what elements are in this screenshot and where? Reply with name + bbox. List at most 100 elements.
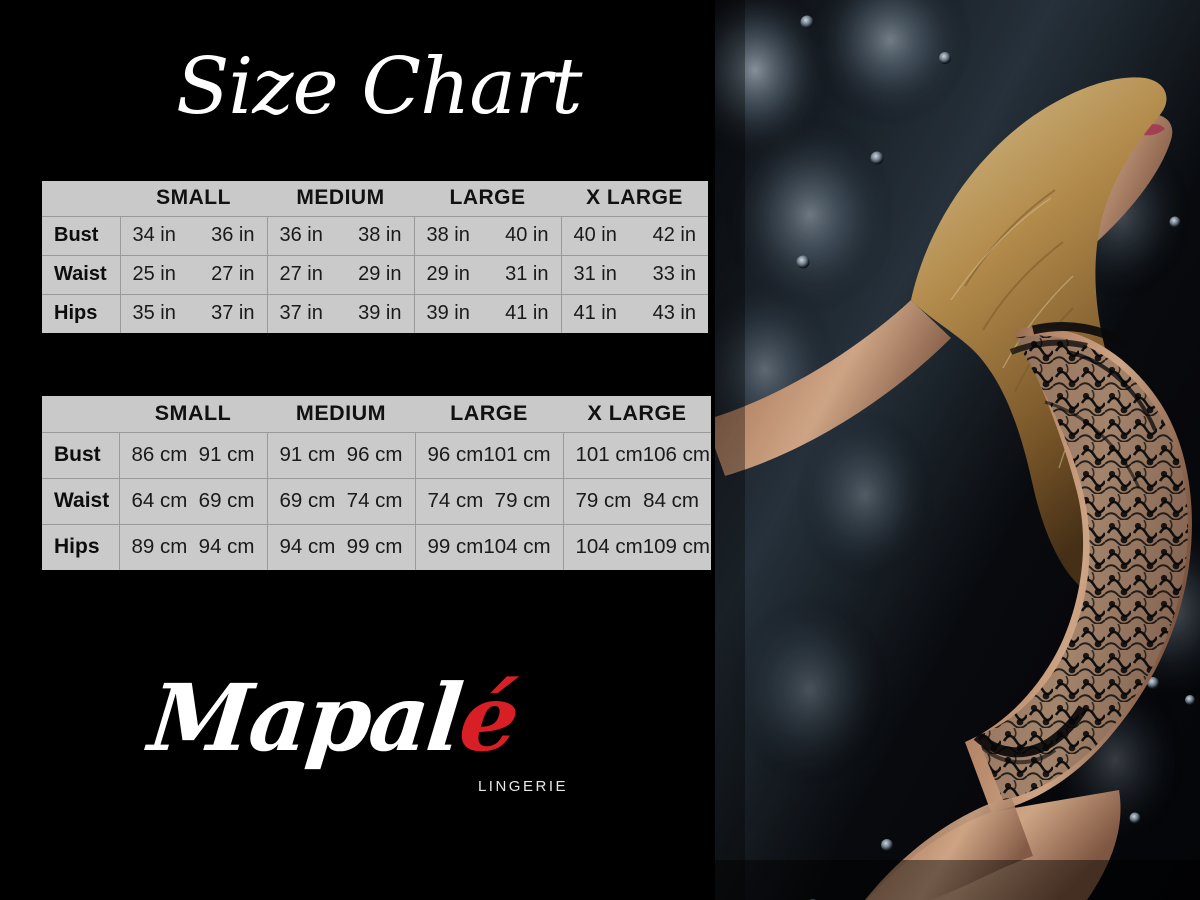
cell-bust-xlarge: 101 cm 106 cm [562,431,711,478]
brand-accent-letter: é [454,664,523,772]
value-min: 31 in [573,263,617,285]
value-max: 101 cm [483,443,551,466]
brand-tagline: LINGERIE [477,778,568,795]
value-min: 86 cm [131,443,188,466]
value-max: 91 cm [198,443,255,466]
brand-logo: Mapalé LINGERIE [144,664,580,812]
cell-hips-medium: 94 cm 99 cm [266,523,415,570]
cell-waist-medium: 69 cm 74 cm [266,477,415,524]
cell-hips-large: 39 in 41 in [413,293,561,333]
value-min: 37 in [279,302,323,325]
value-max: 74 cm [346,489,403,512]
cell-waist-xlarge: 31 in 33 in [560,254,708,294]
size-table-centimeters: SMALL MEDIUM LARGE X LARGE Bust 86 cm 91… [42,396,711,570]
table-header-row: SMALL MEDIUM LARGE X LARGE [42,396,711,432]
value-max: 94 cm [198,535,255,559]
value-max: 106 cm [642,443,710,466]
brand-wordmark: Mapalé [144,664,585,772]
value-min: 104 cm [575,535,643,559]
value-min: 41 in [573,302,617,325]
column-header-large: LARGE [415,396,563,432]
value-max: 69 cm [198,489,255,512]
value-min: 89 cm [131,535,188,559]
cell-bust-large: 38 in 40 in [413,215,561,255]
cell-hips-medium: 37 in 39 in [266,293,414,333]
lingerie-model-photo [715,0,1200,900]
value-min: 39 in [426,302,470,325]
value-min: 101 cm [575,443,643,466]
value-max: 43 in [652,302,696,325]
row-label-waist: Waist [42,477,119,524]
value-max: 37 in [211,302,255,325]
value-max: 104 cm [483,535,551,559]
value-min: 99 cm [427,535,484,559]
column-header-xlarge: X LARGE [563,396,711,432]
value-min: 69 cm [279,489,336,512]
info-panel: Size Chart SMALL MEDIUM LARGE X LARGE Bu… [42,42,711,812]
column-header-large: LARGE [414,181,561,216]
value-min: 96 cm [427,443,484,466]
value-min: 91 cm [279,443,336,466]
row-label-hips: Hips [42,293,120,333]
value-max: 38 in [358,224,402,246]
cell-hips-xlarge: 104 cm 109 cm [562,523,711,570]
value-max: 39 in [358,302,402,325]
value-max: 36 in [211,224,255,246]
value-max: 96 cm [346,443,403,466]
cell-hips-small: 35 in 37 in [119,293,267,333]
page-title: Size Chart [176,42,582,132]
cell-hips-large: 99 cm 104 cm [414,523,563,570]
cell-bust-small: 86 cm 91 cm [118,431,267,478]
value-min: 38 in [426,224,470,246]
cell-hips-small: 89 cm 94 cm [118,523,267,570]
column-header-small: SMALL [119,396,267,432]
corner-cell [42,181,120,216]
table-row: Hips 35 in 37 in 37 in 39 in 39 in 41 in… [42,293,708,333]
cell-waist-large: 74 cm 79 cm [414,477,563,524]
value-min: 34 in [132,224,176,246]
value-max: 40 in [505,224,549,246]
row-label-bust: Bust [42,431,119,478]
cell-hips-xlarge: 41 in 43 in [560,293,708,333]
value-min: 40 in [573,224,617,246]
cell-waist-medium: 27 in 29 in [266,254,414,294]
cell-bust-small: 34 in 36 in [119,215,267,255]
value-min: 35 in [132,302,176,325]
corner-cell [42,396,119,432]
value-min: 25 in [132,263,176,285]
value-max: 42 in [652,224,696,246]
value-max: 27 in [211,263,255,285]
cell-bust-large: 96 cm 101 cm [414,431,563,478]
column-header-medium: MEDIUM [267,181,414,216]
brand-name: Mapal [144,664,467,772]
table-row: Bust 34 in 36 in 36 in 38 in 38 in 40 in… [42,215,708,255]
row-label-bust: Bust [42,215,120,255]
cell-waist-xlarge: 79 cm 84 cm [562,477,711,524]
cell-waist-small: 25 in 27 in [119,254,267,294]
value-max: 84 cm [643,489,699,512]
column-header-xlarge: X LARGE [561,181,708,216]
value-max: 29 in [358,263,402,285]
column-header-small: SMALL [120,181,267,216]
table-row: Waist 25 in 27 in 27 in 29 in 29 in 31 i… [42,254,708,294]
table-row: Waist 64 cm 69 cm 69 cm 74 cm 74 cm 79 c… [42,477,711,524]
table-header-row: SMALL MEDIUM LARGE X LARGE [42,181,708,216]
cell-bust-medium: 36 in 38 in [266,215,414,255]
value-min: 74 cm [427,489,484,512]
value-max: 31 in [505,263,549,285]
table-row: Hips 89 cm 94 cm 94 cm 99 cm 99 cm 104 c… [42,523,711,570]
cell-waist-large: 29 in 31 in [413,254,561,294]
value-min: 29 in [426,263,470,285]
value-min: 36 in [279,224,323,246]
cell-waist-small: 64 cm 69 cm [118,477,267,524]
value-min: 64 cm [131,489,188,512]
table-row: Bust 86 cm 91 cm 91 cm 96 cm 96 cm 101 c… [42,431,711,478]
value-max: 99 cm [346,535,403,559]
value-min: 79 cm [575,489,632,512]
cell-bust-xlarge: 40 in 42 in [560,215,708,255]
value-min: 27 in [279,263,323,285]
value-max: 41 in [505,302,549,325]
row-label-waist: Waist [42,254,120,294]
size-table-inches: SMALL MEDIUM LARGE X LARGE Bust 34 in 36… [42,181,708,333]
